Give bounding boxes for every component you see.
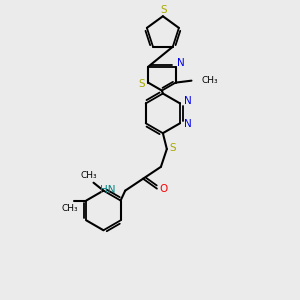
Text: HN: HN (100, 184, 115, 195)
Text: N: N (184, 97, 192, 106)
Text: CH₃: CH₃ (201, 76, 218, 85)
Text: CH₃: CH₃ (61, 204, 78, 213)
Text: S: S (160, 5, 167, 15)
Text: S: S (169, 143, 176, 153)
Text: S: S (138, 79, 145, 88)
Text: CH₃: CH₃ (80, 171, 97, 180)
Text: N: N (177, 58, 184, 68)
Text: N: N (184, 119, 192, 129)
Text: O: O (160, 184, 168, 194)
